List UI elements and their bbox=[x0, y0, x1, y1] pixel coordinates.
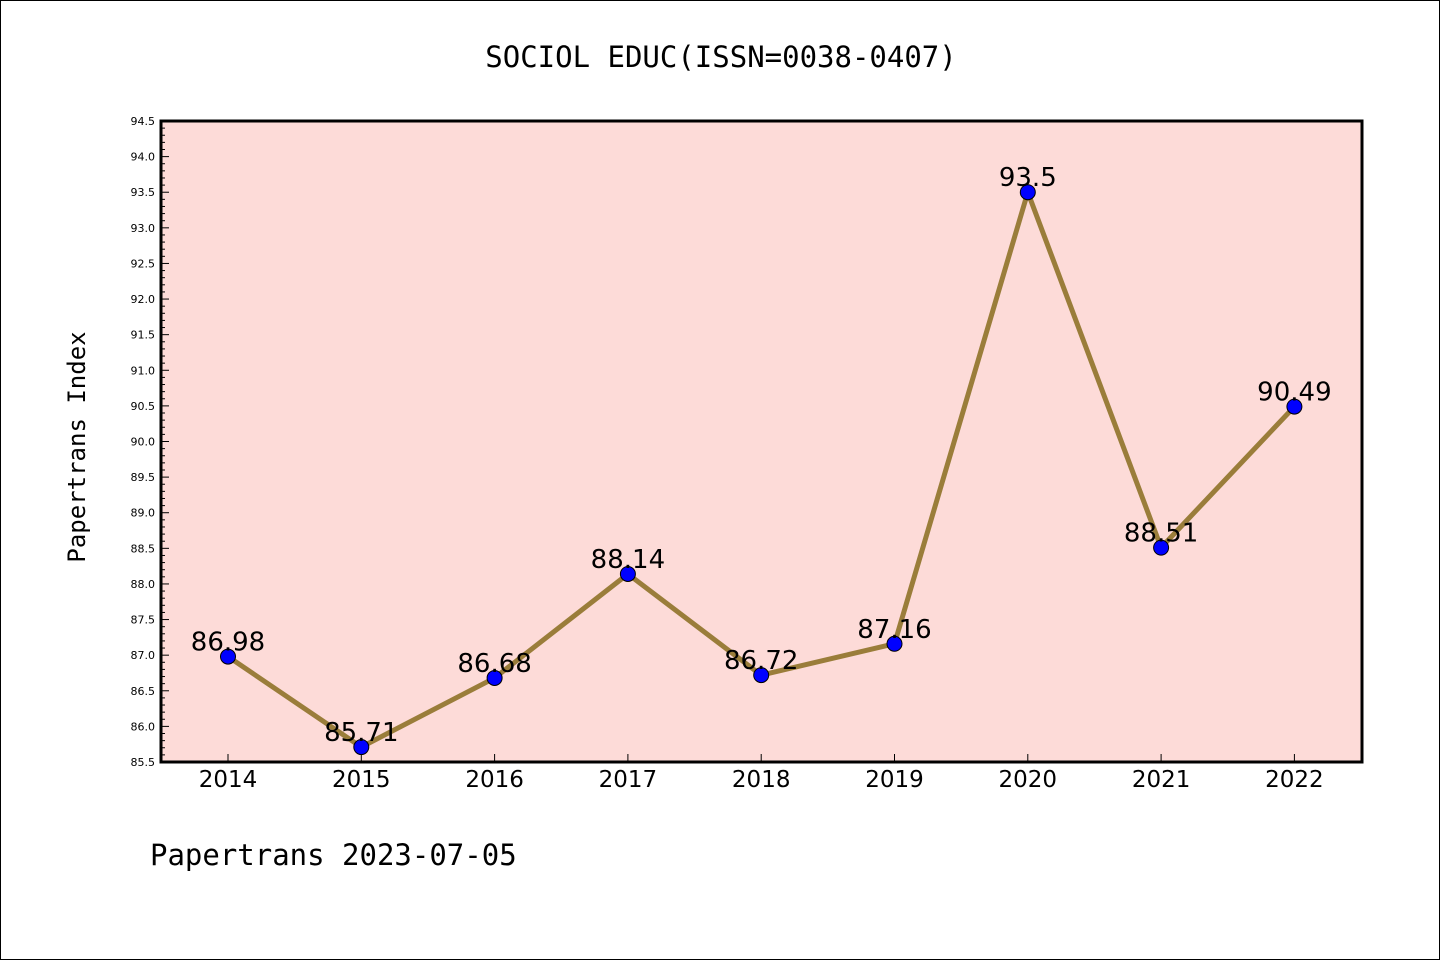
y-tick-label: 91.0 bbox=[131, 364, 156, 377]
data-point bbox=[886, 635, 903, 652]
x-tick-label: 2022 bbox=[1265, 767, 1324, 793]
x-tick-label: 2017 bbox=[599, 767, 658, 793]
x-tick-label: 2016 bbox=[465, 767, 524, 793]
y-axis-ticks: 85.5 86.0 86.5 87.0 87.5 88.0 88.5 89.0 89.5 90.0… bbox=[131, 115, 169, 769]
y-tick-label: 91.5 bbox=[131, 329, 156, 342]
data-point bbox=[353, 739, 370, 756]
chart-title: SOCIOL EDUC(ISSN=0038-0407) bbox=[485, 40, 956, 74]
footer-date: Papertrans 2023-07-05 bbox=[150, 838, 517, 872]
y-tick-label: 89.5 bbox=[131, 471, 156, 484]
y-tick-label: 94.5 bbox=[131, 115, 156, 128]
y-tick-label: 88.5 bbox=[131, 542, 156, 555]
data-label: 85.71 bbox=[324, 718, 398, 748]
data-label: 93.5 bbox=[999, 163, 1057, 193]
x-tick-label: 2020 bbox=[999, 767, 1058, 793]
y-tick-label: 87.0 bbox=[131, 649, 156, 662]
y-tick-label: 93.0 bbox=[131, 222, 156, 235]
data-point bbox=[1019, 184, 1036, 201]
y-tick-label: 93.5 bbox=[131, 186, 156, 199]
data-label: 86.72 bbox=[724, 646, 798, 676]
y-tick-label: 92.5 bbox=[131, 257, 156, 270]
data-point bbox=[753, 667, 770, 684]
y-tick-label: 92.0 bbox=[131, 293, 156, 306]
x-tick-label: 2014 bbox=[199, 767, 258, 793]
data-markers bbox=[220, 184, 1303, 756]
y-axis-label: Papertrans Index bbox=[63, 331, 91, 562]
data-labels: 86.98 85.71 86.68 88.14 86.72 87.16 93.5 88.51 9… bbox=[191, 163, 1332, 748]
y-tick-label: 90.5 bbox=[131, 400, 156, 413]
plot-area bbox=[161, 121, 1362, 762]
x-tick-label: 2019 bbox=[865, 767, 924, 793]
y-tick-label: 87.5 bbox=[131, 614, 156, 627]
data-point bbox=[619, 565, 636, 582]
y-tick-label: 86.0 bbox=[131, 720, 156, 733]
data-label: 86.98 bbox=[191, 628, 265, 658]
data-point bbox=[220, 648, 236, 665]
data-point bbox=[486, 669, 503, 686]
data-label: 86.68 bbox=[457, 649, 531, 679]
y-tick-label: 89.0 bbox=[131, 507, 156, 520]
y-tick-label: 90.0 bbox=[131, 436, 156, 449]
x-tick-label: 2021 bbox=[1132, 767, 1191, 793]
y-tick-label: 85.5 bbox=[131, 756, 156, 769]
data-point bbox=[1286, 398, 1303, 415]
data-label: 90.49 bbox=[1257, 378, 1331, 408]
x-tick-label: 2018 bbox=[732, 767, 791, 793]
data-label: 88.14 bbox=[591, 545, 665, 575]
data-point bbox=[1153, 539, 1170, 556]
data-label: 87.16 bbox=[857, 615, 931, 645]
plot-frame bbox=[159, 119, 1364, 764]
y-tick-label: 88.0 bbox=[131, 578, 156, 591]
y-tick-label: 86.5 bbox=[131, 685, 156, 698]
x-tick-label: 2015 bbox=[332, 767, 391, 793]
y-tick-label: 94.0 bbox=[131, 151, 156, 164]
data-label: 88.51 bbox=[1124, 519, 1198, 549]
